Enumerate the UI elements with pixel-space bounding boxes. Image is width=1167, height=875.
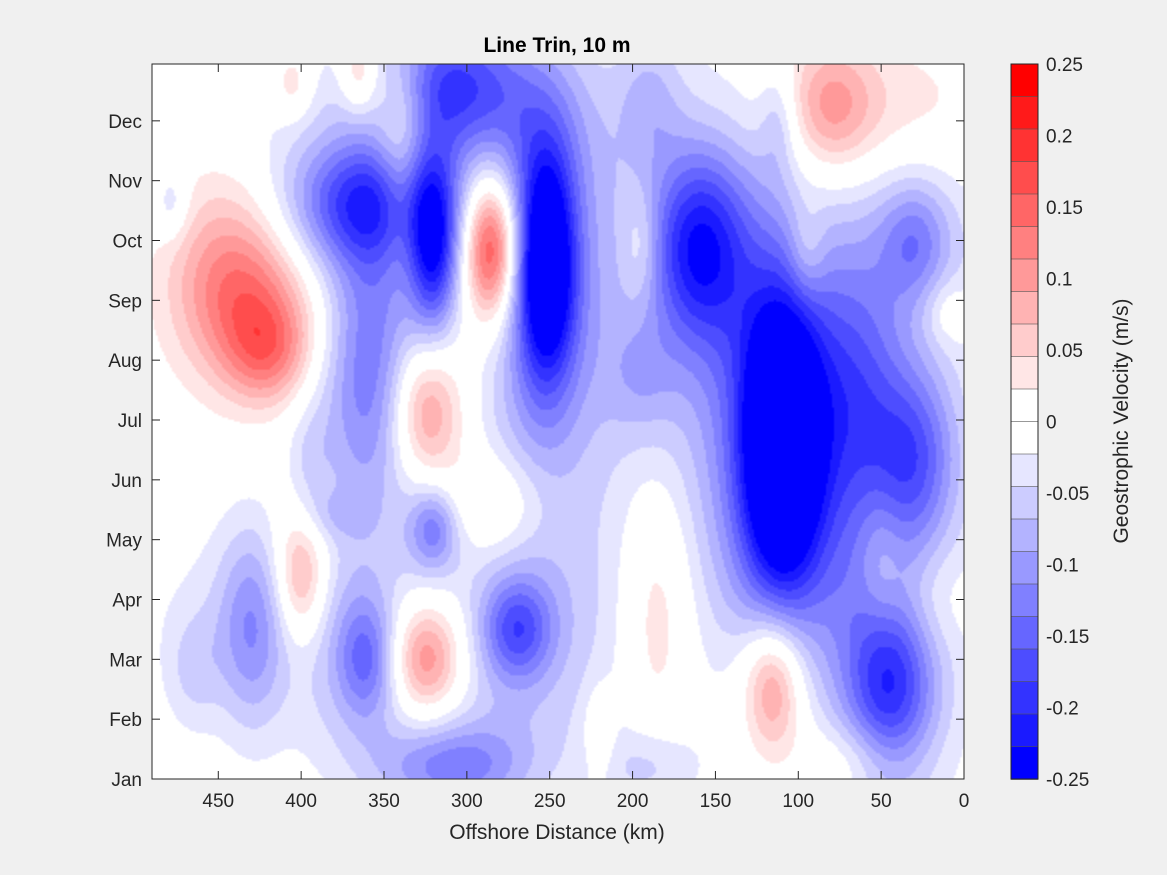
- y-tick-label: Sep: [108, 291, 142, 312]
- y-axis-ticks: Jan Feb Mar Apr May Jun Jul Aug Sep Oct Nov Dec: [106, 112, 964, 791]
- y-tick-label: Oct: [112, 232, 142, 253]
- colorbar-swatch: [1010, 486, 1039, 520]
- colorbar-tick-label: -0.2: [1046, 699, 1079, 720]
- colorbar: 0.25 0.2 0.15 0.1 0.05 0 -0.05 -0.1 -0.15 -0.2 -0.…: [1010, 55, 1133, 791]
- x-tick-label: 450: [202, 791, 234, 812]
- colorbar-tick-label: -0.05: [1046, 484, 1089, 505]
- colorbar-swatch: [1010, 453, 1039, 488]
- colorbar-swatch: [1010, 681, 1039, 715]
- y-tick-label: Jan: [111, 770, 142, 791]
- colorbar-swatch: [1010, 161, 1039, 195]
- colorbar-swatch: [1010, 616, 1039, 650]
- x-tick-label: 300: [451, 791, 483, 812]
- colorbar-swatch: [1010, 96, 1039, 130]
- colorbar-swatch: [1010, 193, 1039, 228]
- colorbar-swatch: [1010, 518, 1039, 553]
- colorbar-swatch: [1010, 128, 1039, 163]
- y-tick-label: Nov: [108, 172, 142, 193]
- velocity-contour-field: [152, 64, 964, 779]
- colorbar-tick-label: 0.15: [1046, 198, 1083, 219]
- y-tick-label: Aug: [108, 351, 142, 372]
- y-tick-label: Dec: [108, 112, 142, 133]
- x-tick-label: 0: [959, 791, 970, 812]
- plot-area: 450 400 350 300 250 200 150 100 50 0 Jan Feb Mar Apr…: [106, 63, 969, 812]
- colorbar-label: Geostrophic Velocity (m/s): [1110, 298, 1133, 543]
- colorbar-swatch: [1010, 323, 1039, 358]
- colorbar-box: [1010, 63, 1039, 780]
- colorbar-swatch: [1010, 291, 1039, 325]
- x-tick-label: 350: [368, 791, 400, 812]
- colorbar-tick-label: 0.05: [1046, 341, 1083, 362]
- colorbar-swatch: [1010, 356, 1039, 390]
- colorbar-tick-label: -0.25: [1046, 770, 1089, 791]
- colorbar-tick-label: 0.2: [1046, 127, 1072, 148]
- y-tick-label: Jun: [111, 471, 142, 492]
- x-tick-label: 400: [285, 791, 317, 812]
- colorbar-swatch: [1010, 648, 1039, 683]
- chart-title: Line Trin, 10 m: [483, 34, 630, 57]
- colorbar-swatch: [1010, 226, 1039, 260]
- x-tick-label: 200: [617, 791, 649, 812]
- colorbar-swatches: [1010, 63, 1039, 780]
- y-tick-label: Apr: [112, 591, 142, 612]
- colorbar-swatch: [1010, 551, 1039, 585]
- y-tick-label: Feb: [109, 710, 142, 731]
- colorbar-tick-label: 0.25: [1046, 55, 1083, 76]
- x-tick-label: 100: [782, 791, 814, 812]
- x-axis-label: Offshore Distance (km): [449, 821, 665, 844]
- colorbar-swatch: [1010, 583, 1039, 618]
- colorbar-tick-label: -0.1: [1046, 556, 1079, 577]
- colorbar-swatch: [1010, 421, 1039, 455]
- axes-box: [151, 63, 965, 780]
- colorbar-swatch: [1010, 746, 1039, 780]
- x-tick-label: 50: [871, 791, 892, 812]
- colorbar-tick-label: 0: [1046, 413, 1057, 434]
- x-tick-label: 150: [700, 791, 732, 812]
- y-tick-label: Jul: [118, 411, 142, 432]
- colorbar-swatch: [1010, 258, 1039, 293]
- colorbar-swatch: [1010, 388, 1039, 423]
- colorbar-swatch: [1010, 713, 1039, 748]
- colorbar-swatch: [1010, 63, 1039, 98]
- colorbar-tick-label: -0.15: [1046, 627, 1089, 648]
- y-tick-label: Mar: [109, 650, 142, 671]
- colorbar-ticks: 0.25 0.2 0.15 0.1 0.05 0 -0.05 -0.1 -0.15 -0.2 -0.…: [1046, 55, 1089, 791]
- y-tick-label: May: [106, 531, 142, 552]
- colorbar-tick-label: 0.1: [1046, 270, 1072, 291]
- x-tick-label: 250: [534, 791, 566, 812]
- x-axis-ticks: 450 400 350 300 250 200 150 100 50 0: [202, 64, 969, 812]
